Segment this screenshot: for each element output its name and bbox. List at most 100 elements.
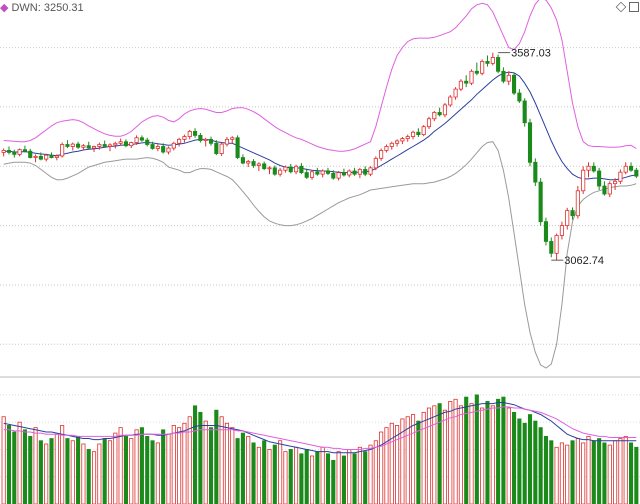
candle xyxy=(251,159,256,168)
candle xyxy=(309,170,315,180)
candle-body xyxy=(278,169,283,175)
candle-body xyxy=(193,131,198,136)
candle-body xyxy=(76,143,81,148)
candle-body xyxy=(613,180,618,185)
candle-body xyxy=(597,170,602,187)
candle xyxy=(373,156,378,171)
volume-bar xyxy=(256,446,261,504)
volume-bar xyxy=(76,435,81,504)
candle-body xyxy=(6,150,12,153)
candle xyxy=(426,116,432,130)
volume-bar xyxy=(522,422,527,504)
candle xyxy=(70,142,75,151)
candle-body xyxy=(549,241,554,254)
volume-bar xyxy=(400,418,405,504)
candle-body xyxy=(171,142,176,149)
candle-body xyxy=(336,172,341,179)
volume-bar xyxy=(246,435,251,504)
candle-body xyxy=(49,154,54,158)
volume-bar xyxy=(352,453,357,504)
candle-body xyxy=(251,161,256,166)
candle-body xyxy=(389,142,394,147)
candle-body xyxy=(240,157,245,164)
candle xyxy=(581,166,586,194)
candle-body xyxy=(299,165,304,173)
candle xyxy=(208,136,214,146)
volume-bar xyxy=(86,449,91,504)
volume-bar xyxy=(1,416,6,504)
candle-body xyxy=(331,172,336,179)
volume-bar xyxy=(496,398,501,504)
volume-bar xyxy=(193,405,198,504)
candle-body xyxy=(320,170,325,175)
volume-bar xyxy=(389,422,394,504)
candle-body xyxy=(533,161,538,183)
candle-body xyxy=(70,143,75,147)
candle-body xyxy=(54,155,59,158)
candle xyxy=(325,167,331,175)
volume-bar xyxy=(288,449,293,504)
candle-body xyxy=(44,154,49,160)
candle-body xyxy=(410,131,416,137)
candle xyxy=(246,159,251,168)
volume-bar xyxy=(597,438,602,504)
candle xyxy=(458,79,463,92)
candle-body xyxy=(496,57,501,72)
volume-bar xyxy=(331,459,336,504)
candle-body xyxy=(177,138,182,144)
candle-body xyxy=(506,74,511,82)
candle xyxy=(315,167,320,176)
candle-body xyxy=(437,112,442,116)
candle-body xyxy=(522,100,527,124)
volume-bar xyxy=(123,435,128,504)
volume-bar xyxy=(22,429,27,504)
candle xyxy=(347,169,352,178)
candle xyxy=(474,62,479,76)
candle-body xyxy=(12,152,17,155)
candle-body xyxy=(512,74,517,94)
volume-bar xyxy=(506,407,511,504)
volume-bar xyxy=(469,403,474,504)
volume-bar xyxy=(171,425,176,504)
volume-bar xyxy=(267,449,272,504)
candle xyxy=(331,170,336,180)
annotation-label: 3587.03 xyxy=(511,48,551,60)
candle xyxy=(240,154,245,165)
volume-bar xyxy=(65,438,70,504)
candle-body xyxy=(464,80,469,84)
volume-bar xyxy=(107,440,113,504)
volume-bar xyxy=(294,446,299,504)
candle xyxy=(304,168,309,179)
volume-bar xyxy=(224,422,230,504)
candle xyxy=(554,233,559,261)
candle xyxy=(607,181,612,198)
candle xyxy=(623,162,628,175)
candle xyxy=(384,144,389,153)
candle xyxy=(517,89,522,103)
volume-bar xyxy=(405,416,410,504)
candle xyxy=(379,148,384,161)
candle-body xyxy=(113,142,118,146)
candle xyxy=(81,144,86,151)
candle xyxy=(336,171,341,181)
candle xyxy=(139,135,144,142)
volume-bar xyxy=(448,401,453,504)
candle xyxy=(22,145,27,153)
square-icon[interactable] xyxy=(629,2,639,12)
volume-bar xyxy=(145,435,150,504)
volume-bar xyxy=(49,438,54,504)
candle xyxy=(357,167,362,179)
volume-bar xyxy=(118,427,123,504)
candle xyxy=(628,162,634,172)
candle xyxy=(262,161,267,171)
candle-body xyxy=(267,167,272,170)
volume-bar xyxy=(410,414,416,504)
candle xyxy=(33,154,38,163)
candle-body xyxy=(559,225,564,236)
volume-bar xyxy=(421,411,426,504)
candle-body xyxy=(65,144,70,147)
candle xyxy=(38,152,43,161)
annotation-label: 3062.74 xyxy=(564,255,604,267)
volume-bar xyxy=(623,435,628,504)
candle-body xyxy=(628,165,634,171)
